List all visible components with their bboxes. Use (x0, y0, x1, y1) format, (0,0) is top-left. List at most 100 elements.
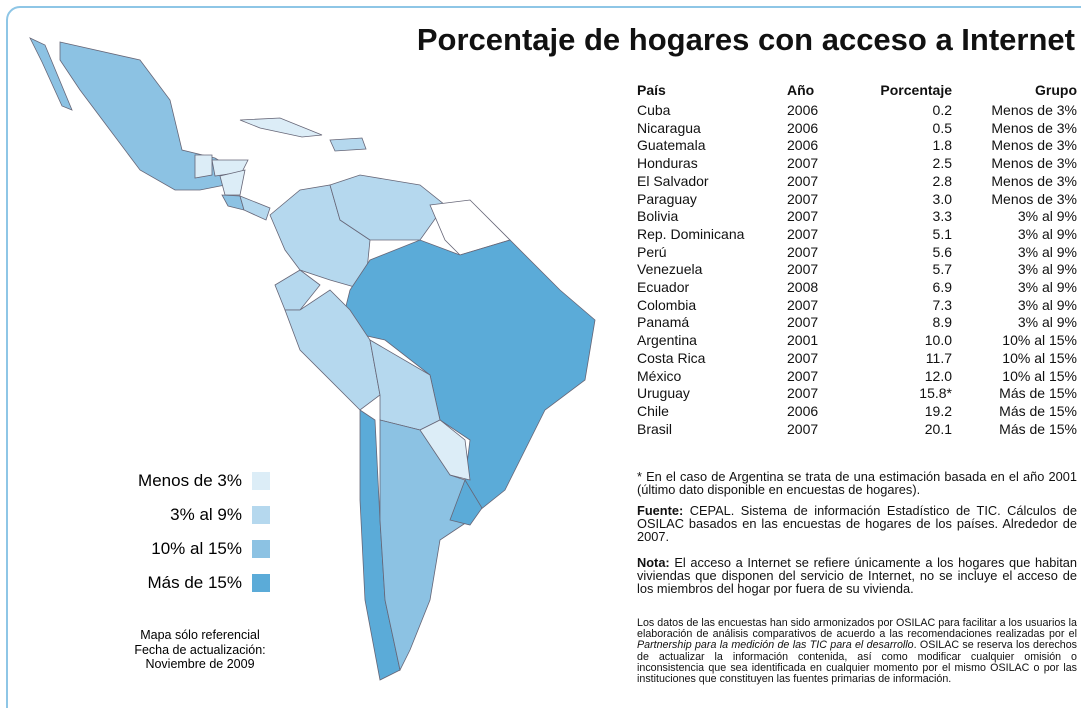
table-cell: 2007 (787, 349, 819, 366)
table-cell: Brasil (637, 420, 673, 437)
header-cell: Año (787, 82, 815, 99)
table-cell: Venezuela (637, 261, 703, 278)
legend-item: 10% al 15% (100, 532, 270, 566)
table-cell: 2007 (787, 420, 819, 437)
legend-swatch (252, 574, 270, 592)
argentina (379, 419, 471, 672)
legend-label: Menos de 3% (138, 471, 242, 490)
venezuela (329, 174, 446, 241)
table-cell: 15.8* (919, 385, 952, 402)
map-note-line: Mapa sólo referencial (140, 628, 260, 642)
table-cell: 2007 (787, 296, 819, 313)
disclaimer: Los datos de las encuestas han sido armo… (637, 617, 1077, 686)
hispaniola (329, 137, 367, 152)
table-cell: 1.8 (932, 137, 952, 154)
table-row: Ecuador 2008 6.9 3% al 9% (637, 279, 1077, 297)
legend-label: 10% al 15% (151, 539, 242, 558)
footnote: * En el caso de Argentina se trata de un… (637, 469, 1077, 497)
table-row: Chile 2006 19.2 Más de 15% (637, 403, 1077, 421)
table-cell: 3% al 9% (1017, 261, 1077, 278)
disclaimer-text: Los datos de las encuestas han sido armo… (637, 617, 1077, 641)
table-cell: 0.2 (932, 102, 952, 118)
legend: Menos de 3% 3% al 9% 10% al 15% Más de 15% (100, 464, 270, 600)
map-note-line: Fecha de actualización: (134, 642, 266, 657)
legend-item: Más de 15% (100, 566, 270, 600)
table-cell: Honduras (637, 155, 698, 172)
table-cell: Cuba (637, 102, 671, 118)
header-cell: País (637, 82, 666, 99)
table-cell: 2007 (787, 190, 819, 207)
table-cell: 3.0 (932, 190, 952, 207)
table-cell: 6.9 (932, 279, 952, 296)
table-cell: 11.7 (925, 349, 952, 366)
table-cell: Más de 15% (999, 420, 1077, 437)
nicaragua (219, 169, 246, 196)
table-cell: Menos de 3% (991, 172, 1077, 189)
table-cell: 2006 (787, 119, 819, 136)
table-row: Bolivia 2007 3.3 3% al 9% (637, 208, 1077, 226)
table-row: Cuba 2006 0.2 Menos de 3% (637, 102, 1077, 120)
table-cell: 2001 (787, 332, 819, 349)
table-row: Venezuela 2007 5.7 3% al 9% (637, 261, 1077, 279)
table-row: Guatemala 2006 1.8 Menos de 3% (637, 137, 1077, 155)
map (29, 37, 596, 681)
table-cell: 2007 (787, 208, 819, 225)
table-row: Uruguay 2007 15.8* Más de 15% (637, 385, 1077, 403)
disclaimer-text: . OSILAC se reserva los derechos de actu… (637, 639, 1077, 686)
table-cell: 3% al 9% (1017, 279, 1077, 296)
table-cell: 2006 (787, 137, 819, 154)
table-cell: 2008 (787, 279, 819, 296)
uruguay (449, 479, 483, 526)
table-cell: 2007 (787, 243, 819, 260)
table-cell: Perú (637, 243, 667, 260)
table-cell: 0.5 (932, 119, 952, 136)
table-cell: 12.0 (924, 367, 952, 384)
table-row: Panamá 2007 8.9 3% al 9% (637, 314, 1077, 332)
table-cell: Nicaragua (637, 119, 701, 136)
table-cell: 7.3 (932, 296, 952, 313)
disclaimer-italic: Partnership para la medición de las TIC … (637, 639, 914, 652)
table-cell: 2007 (787, 261, 819, 278)
map-note-line: Noviembre de 2009 (145, 657, 255, 671)
note: Nota: El acceso a Internet se refiere ún… (637, 556, 1077, 595)
table-cell: 5.7 (932, 261, 952, 278)
note-text: El acceso a Internet se refiere únicamen… (637, 555, 1077, 596)
legend-item: Menos de 3% (100, 464, 270, 498)
header-cell: Porcentaje (880, 82, 952, 99)
table-cell: 10.0 (924, 332, 952, 349)
panama (239, 195, 271, 221)
header-cell: Grupo (1035, 82, 1077, 99)
table-cell: 2006 (787, 102, 819, 118)
table-cell: Paraguay (637, 190, 697, 207)
table-cell: Más de 15% (999, 385, 1077, 402)
table-cell: 3% al 9% (1017, 208, 1077, 225)
table-cell: 10% al 15% (1002, 367, 1077, 384)
table-cell: Menos de 3% (991, 119, 1077, 136)
table-cell: Panamá (637, 314, 690, 331)
table-cell: Bolivia (637, 208, 679, 225)
table-cell: Menos de 3% (991, 137, 1077, 154)
table-cell: Uruguay (637, 385, 690, 402)
source-text: CEPAL. Sistema de información Estadístic… (637, 503, 1077, 544)
table-cell: 8.9 (932, 314, 952, 331)
table-row: México 2007 12.0 10% al 15% (637, 368, 1077, 386)
table-cell: 3% al 9% (1017, 296, 1077, 313)
table-cell: Menos de 3% (991, 102, 1077, 118)
table-cell: 2.5 (932, 155, 952, 172)
table-cell: 2006 (787, 402, 819, 419)
table-cell: México (637, 367, 682, 384)
table-cell: Rep. Dominicana (637, 225, 745, 242)
table-cell: 10% al 15% (1002, 349, 1077, 366)
table-cell: 3% al 9% (1017, 314, 1077, 331)
legend-item: 3% al 9% (100, 498, 270, 532)
table-cell: 2007 (787, 314, 819, 331)
table-row: Argentina 2001 10.0 10% al 15% (637, 332, 1077, 350)
table-cell: 2007 (787, 367, 819, 384)
table-cell: 20.1 (924, 420, 952, 437)
table-cell: El Salvador (637, 172, 709, 189)
table-cell: Ecuador (637, 279, 690, 296)
table-cell: Colombia (637, 296, 697, 313)
table-cell: 10% al 15% (1002, 332, 1077, 349)
table-row: El Salvador 2007 2.8 Menos de 3% (637, 173, 1077, 191)
